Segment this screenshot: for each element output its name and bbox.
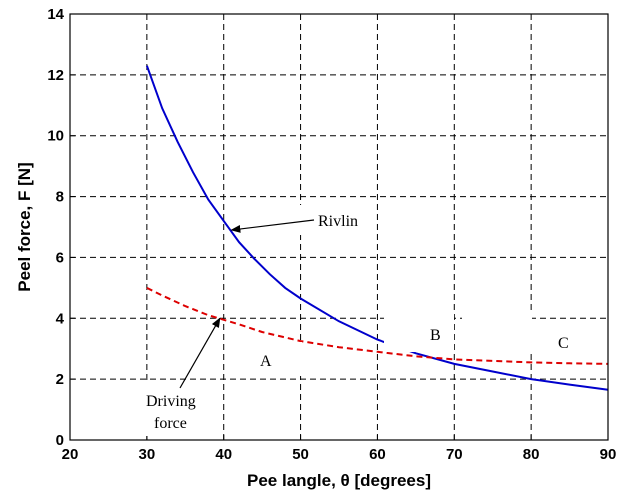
x-tick-label: 30 (139, 446, 156, 463)
series-line-driving-force (146, 287, 609, 365)
x-tick-label: 90 (600, 446, 617, 463)
y-tick-label: 4 (56, 310, 65, 327)
x-tick-label: 50 (292, 446, 309, 463)
y-tick-label: 8 (56, 189, 64, 206)
plot-frame (69, 13, 609, 441)
x-tick-label: 20 (62, 446, 79, 463)
y-tick-label: 0 (56, 432, 64, 449)
y-tick-label: 10 (47, 128, 64, 145)
annotation-driving-force-line2: force (154, 415, 187, 432)
x-tick-label: 80 (523, 446, 540, 463)
y-tick-label: 6 (56, 249, 64, 266)
y-tick-label: 14 (47, 6, 64, 23)
annotation-region-a: A (260, 353, 272, 370)
annotation-driving-force-line1: Driving (146, 393, 196, 410)
x-tick-label: 40 (215, 446, 232, 463)
gap-driving (140, 384, 202, 436)
annotation-region-b: B (430, 327, 441, 344)
ticks: 20 30 40 50 60 70 80 90 0 2 4 6 8 10 12 14 (47, 6, 616, 463)
y-tick-label: 2 (56, 371, 64, 388)
gap-a (228, 342, 302, 376)
annotations: Rivlin Driving force A B C (140, 205, 569, 436)
x-axis-title: Pee langle, θ [degrees] (247, 471, 431, 490)
series-layer (145, 65, 609, 391)
gap-c (462, 310, 532, 350)
x-tick-label: 60 (369, 446, 386, 463)
annotation-rivlin: Rivlin (318, 213, 358, 230)
arrow-rivlin (230, 219, 315, 233)
annotation-region-c: C (558, 335, 569, 352)
y-tick-label: 12 (47, 67, 64, 84)
y-axis-title: Peel force, F [N] (15, 162, 34, 291)
x-tick-label: 70 (446, 446, 463, 463)
gap-b (384, 312, 454, 352)
series-line-rivlin (145, 65, 609, 391)
arrow-driving-force (179, 317, 221, 389)
